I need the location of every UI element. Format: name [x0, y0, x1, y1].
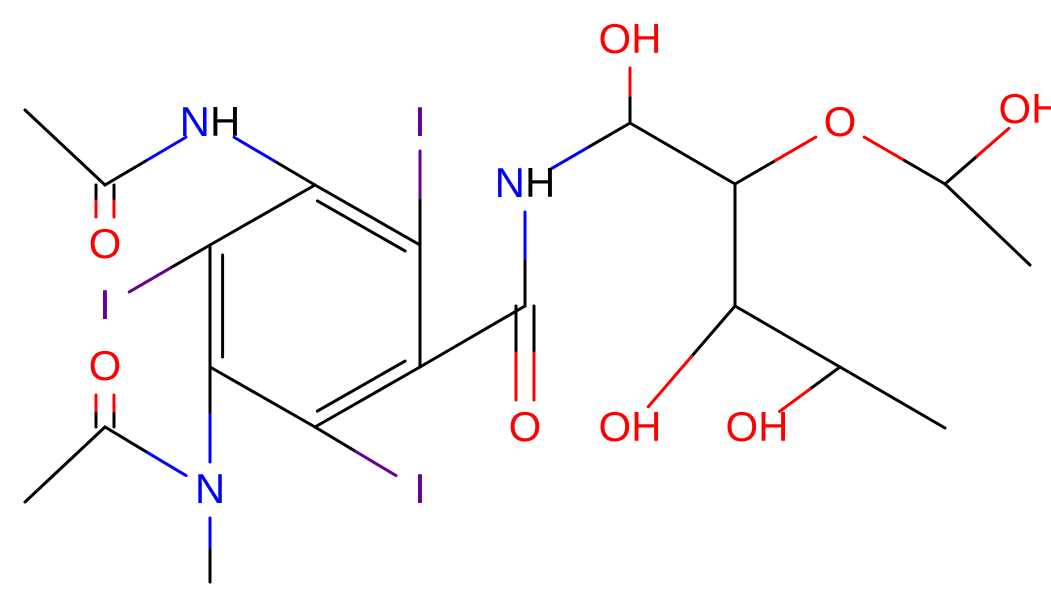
bond	[420, 306, 525, 367]
bond	[977, 128, 1009, 156]
bond	[105, 427, 145, 451]
bond	[317, 201, 405, 251]
bond	[210, 367, 315, 427]
molecule-svg: I I I NH O N O O NH O OH OH OH OH	[0, 0, 1051, 596]
atom-label-n_amide: NH	[495, 159, 556, 206]
bond	[692, 306, 735, 356]
atom-label-o_actop: O	[89, 220, 122, 267]
bond	[129, 268, 169, 291]
atom-label-o_ohb2: OH	[725, 403, 788, 450]
atom-label-o_etoh: OH	[998, 85, 1051, 132]
bond	[25, 427, 105, 502]
bond	[315, 367, 420, 427]
atom-label-o_amide: O	[509, 403, 542, 450]
bond	[355, 451, 395, 475]
bond	[315, 185, 420, 245]
bond	[648, 356, 691, 406]
bond	[905, 161, 945, 184]
bond	[145, 451, 185, 475]
bond	[25, 110, 105, 185]
bond	[105, 161, 145, 185]
bond	[315, 427, 355, 451]
atom-label-o_ohtop: OH	[598, 15, 661, 62]
bond	[945, 184, 1030, 265]
bond	[945, 156, 977, 184]
atom-label-o_acbot: O	[89, 342, 122, 389]
bond	[317, 361, 405, 411]
bond	[590, 123, 630, 146]
bond	[630, 123, 735, 184]
bond	[775, 137, 815, 160]
atom-label-n_bot: N	[195, 465, 225, 512]
atom-label-n_top: NH	[180, 98, 241, 145]
bond	[170, 245, 210, 268]
bond	[275, 161, 315, 185]
bond	[840, 367, 945, 428]
atom-label-o_ohb1: OH	[598, 403, 661, 450]
bond	[864, 137, 904, 160]
atom-label-i_left: I	[99, 281, 111, 328]
atom-label-i_top: I	[414, 98, 426, 145]
atom-label-i_bot: I	[414, 465, 426, 512]
atom-label-o_et: O	[824, 98, 857, 145]
bond	[210, 185, 315, 245]
bond	[735, 306, 840, 367]
bond	[810, 367, 840, 389]
bond	[735, 161, 775, 184]
